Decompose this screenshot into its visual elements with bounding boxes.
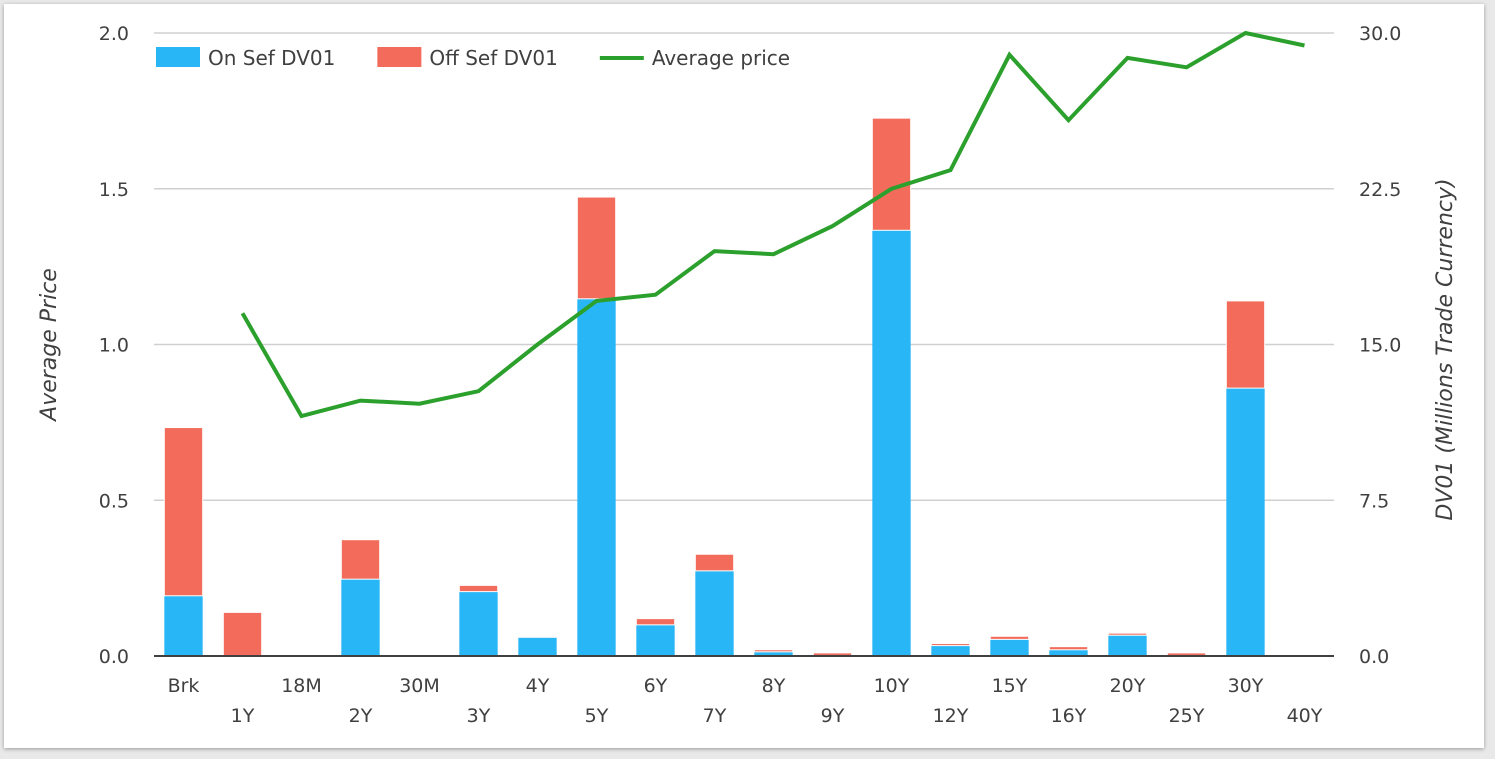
bar-off-sef [1107,632,1148,636]
bar-on-sef [754,651,793,656]
x-tick-label: 18M [281,675,322,697]
x-tick-label: 10Y [874,675,910,697]
bar-off-sef [871,117,912,231]
y-axis-title-left: Average Price [37,268,62,423]
bar-off-sef [635,618,676,626]
bar-on-sef [164,595,203,656]
left-tick-label: 1.5 [99,179,129,201]
bar-off-sef [517,635,558,638]
bar-off-sef [930,643,971,647]
bar-on-sef [341,579,380,656]
bar-on-sef [1226,388,1265,656]
x-tick-label: 40Y [1287,705,1323,727]
right-tick-label: 15.0 [1359,335,1401,357]
legend-label: On Sef DV01 [208,46,335,70]
x-tick-label: 30Y [1228,675,1264,697]
grid-lines [154,32,1334,501]
bar-off-sef [222,611,263,657]
bar-on-sef [459,591,498,656]
bar-on-sef [1108,635,1147,656]
right-tick-label: 0.0 [1359,646,1389,668]
right-tick-label: 22.5 [1359,179,1401,201]
bar-off-sef [694,553,735,572]
bar-on-sef [931,645,970,656]
left-axis-ticks: 0.0 0.5 1.0 1.5 2.0 [99,23,129,668]
bar-off-sef [753,649,794,653]
x-tick-label: 16Y [1051,705,1087,727]
x-tick-label: 9Y [821,705,845,727]
x-tick-label: 8Y [762,675,786,697]
x-tick-label: 20Y [1110,675,1146,697]
left-tick-label: 0.5 [99,490,129,512]
x-tick-label: 5Y [585,705,609,727]
bar-off-sef [1225,300,1266,389]
bar-series [163,117,1266,657]
right-axis-ticks: 0.0 7.5 15.0 22.5 30.0 [1359,23,1401,668]
legend-swatch [377,47,422,67]
x-tick-label: 7Y [703,705,727,727]
x-tick-label: 12Y [933,705,969,727]
x-tick-label: 30M [399,675,440,697]
bar-on-sef [990,639,1029,656]
x-axis-ticks: Brk 1Y 18M 2Y 30M 3Y 4Y 5Y 6Y 7Y 8Y 9Y 10Y 12Y 15Y 16Y 2… [168,675,1323,727]
bar-off-sef [458,584,499,593]
x-tick-label: 6Y [644,675,668,697]
x-tick-label: 3Y [467,705,491,727]
x-tick-label: 25Y [1169,705,1205,727]
bar-on-sef [1049,649,1088,656]
x-tick-label: Brk [168,675,200,697]
bar-on-sef [695,570,734,656]
left-tick-label: 0.0 [99,646,129,668]
x-tick-label: 2Y [349,705,373,727]
legend-label: Average price [652,46,790,70]
line-series [240,30,1305,419]
chart-canvas: 0.0 0.5 1.0 1.5 2.0 0.0 7.5 15.0 22.5 30.0 Brk 1Y… [37,23,1458,727]
left-tick-label: 1.0 [99,335,129,357]
y-axis-title-right: DV01 (Millions Trade Currency) [1433,178,1458,520]
bar-on-sef [636,624,675,656]
legend: On Sef DV01 Off Sef DV01 Average price [156,46,790,70]
right-tick-label: 7.5 [1359,490,1389,512]
legend-label: Off Sef DV01 [429,46,557,70]
x-tick-label: 4Y [526,675,550,697]
bar-on-sef [518,637,557,656]
x-tick-label: 1Y [231,705,255,727]
chart-panel: 0.0 0.5 1.0 1.5 2.0 0.0 7.5 15.0 22.5 30.0 Brk 1Y… [4,4,1484,748]
bar-on-sef [872,230,911,657]
bar-off-sef [576,196,617,300]
legend-swatch [156,47,200,67]
bar-off-sef [1048,646,1089,651]
bar-off-sef [340,539,381,580]
average-price-line [240,30,1305,419]
left-tick-label: 2.0 [99,23,129,45]
bar-off-sef [163,427,204,597]
bar-on-sef [577,298,616,656]
right-tick-label: 30.0 [1359,23,1401,45]
bar-off-sef [989,635,1030,640]
x-tick-label: 15Y [992,675,1028,697]
